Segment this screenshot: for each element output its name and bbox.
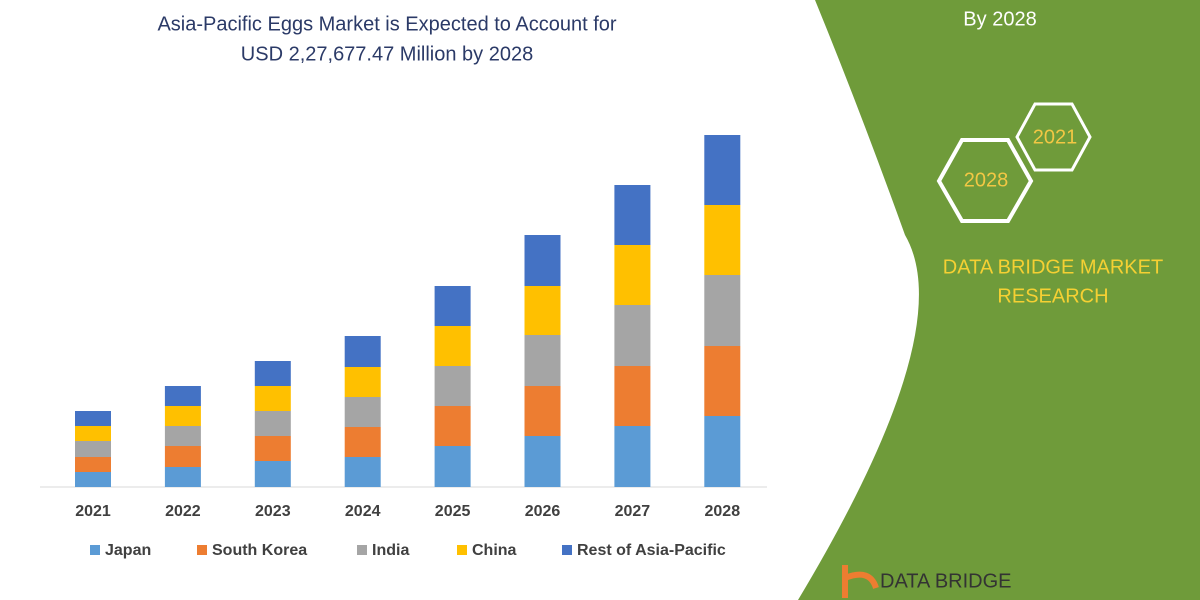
x-tick-label: 2027 <box>615 503 651 520</box>
bar-segment <box>434 366 471 406</box>
legend-label: Japan <box>105 542 151 559</box>
bar-segment <box>164 386 201 406</box>
legend-label: India <box>372 542 409 559</box>
legend-label: China <box>472 542 517 559</box>
bar-segment <box>614 366 651 426</box>
hexagon <box>936 138 1034 223</box>
bar-segment <box>344 367 381 397</box>
bar-segment <box>344 397 381 427</box>
bar-segment <box>704 135 741 205</box>
bar-segment <box>164 446 201 467</box>
x-tick-label: 2021 <box>75 503 111 520</box>
legend-swatch <box>197 545 207 555</box>
bar-segment <box>164 406 201 426</box>
legend-swatch <box>562 545 572 555</box>
hexagon <box>1015 102 1092 172</box>
bar-segment <box>254 411 291 436</box>
logo: DATA BRIDGE <box>842 565 1012 598</box>
bar-segment <box>614 426 651 487</box>
logo-icon <box>842 565 879 598</box>
legend-swatch <box>357 545 367 555</box>
company-name: RESEARCH <box>997 285 1108 307</box>
bar-segment <box>434 326 471 366</box>
company-name: DATA BRIDGE MARKET <box>943 256 1163 278</box>
green-panel <box>798 0 1200 600</box>
bar-segment <box>75 472 111 487</box>
chart-title: USD 2,27,677.47 Million by 2028 <box>241 43 533 65</box>
bar-segment <box>164 467 201 487</box>
legend-swatch <box>90 545 100 555</box>
legend-label: Rest of Asia-Pacific <box>577 542 726 559</box>
bar-segment <box>614 305 651 366</box>
bar-segment <box>524 436 561 487</box>
bar-segment <box>524 386 561 436</box>
x-tick-label: 2023 <box>255 503 291 520</box>
bar-segment <box>704 416 741 487</box>
x-tick-label: 2028 <box>705 503 741 520</box>
bar-segment <box>254 361 291 386</box>
legend-label: South Korea <box>212 542 307 559</box>
bar-segment <box>75 411 111 426</box>
x-tick-label: 2022 <box>165 503 201 520</box>
x-tick-label: 2026 <box>525 503 561 520</box>
hexagon-label: 2021 <box>1033 126 1078 148</box>
legend-swatch <box>457 545 467 555</box>
bar-segment <box>434 446 471 487</box>
bar-segment <box>524 335 561 386</box>
bar-segment <box>434 406 471 446</box>
bar-segment <box>254 386 291 411</box>
bar-segment <box>344 457 381 487</box>
bar-segment <box>434 286 471 326</box>
x-tick-label: 2025 <box>435 503 471 520</box>
bar-segment <box>164 426 201 446</box>
bar-segment <box>75 426 111 441</box>
bar-segment <box>614 185 651 245</box>
bar-segment <box>704 346 741 416</box>
bar-segment <box>524 235 561 286</box>
bar-segment <box>344 427 381 457</box>
bar-segment <box>614 245 651 305</box>
hexagon-label: 2028 <box>964 169 1009 191</box>
bar-segment <box>704 205 741 275</box>
bar-segment <box>254 436 291 461</box>
bar-segment <box>704 275 741 346</box>
bar-segment <box>344 336 381 367</box>
bar-segment <box>75 457 111 472</box>
bar-segment <box>254 461 291 487</box>
bar-segment <box>524 286 561 335</box>
header-fragment: By 2028 <box>963 8 1036 30</box>
x-tick-label: 2024 <box>345 503 381 520</box>
bar-segment <box>75 441 111 457</box>
chart-title: Asia-Pacific Eggs Market is Expected to … <box>157 13 616 35</box>
logo-text: DATA BRIDGE <box>880 570 1012 592</box>
